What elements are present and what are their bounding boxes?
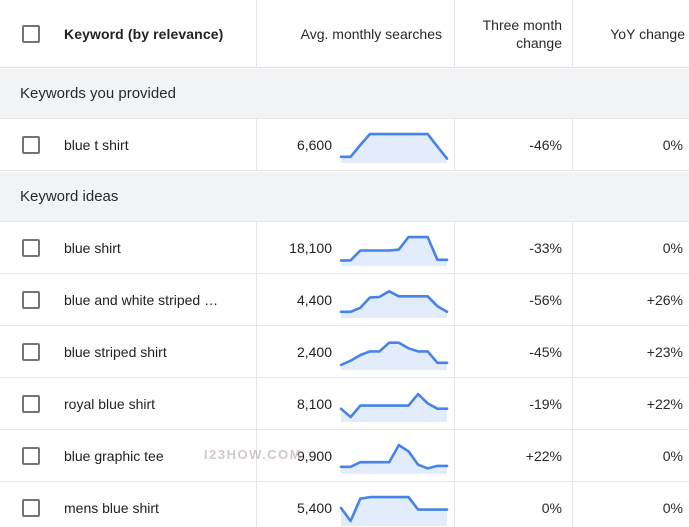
yoy-change-cell: +22% xyxy=(573,378,689,429)
header-keyword-label: Keyword (by relevance) xyxy=(64,25,224,42)
trend-sparkline xyxy=(339,392,449,422)
row-checkbox[interactable] xyxy=(22,238,40,257)
three-month-change-value: +22% xyxy=(525,447,562,464)
trend-sparkline xyxy=(339,132,449,163)
row-checkbox[interactable] xyxy=(22,290,40,309)
trend-sparkline xyxy=(339,443,449,474)
avg-monthly-searches-cell: 6,600 xyxy=(257,119,455,170)
three-month-change-cell: -56% xyxy=(455,274,573,325)
keyword-text[interactable]: blue striped shirt xyxy=(64,343,167,360)
header-cell-three-month-change[interactable]: Three month change xyxy=(455,0,573,67)
row-checkbox[interactable] xyxy=(22,135,40,154)
header-cell-avg-monthly-searches[interactable]: Avg. monthly searches xyxy=(257,0,455,67)
keyword-cell: blue striped shirt xyxy=(0,326,257,377)
yoy-change-value: 0% xyxy=(662,239,683,256)
row-checkbox[interactable] xyxy=(22,394,40,413)
three-month-change-value: -19% xyxy=(529,395,562,412)
yoy-change-cell: +26% xyxy=(573,274,689,325)
table-header-row: Keyword (by relevance) Avg. monthly sear… xyxy=(0,0,689,68)
section-header-keywords-you-provided: Keywords you provided xyxy=(0,68,689,119)
three-month-change-cell: 0% xyxy=(455,482,573,527)
table-row: blue graphic tee 9,900 +22% 0% xyxy=(0,430,689,482)
keyword-text[interactable]: blue graphic tee xyxy=(64,447,164,464)
section-label: Keywords you provided xyxy=(20,85,176,102)
select-all-checkbox[interactable] xyxy=(22,24,40,43)
table-row: blue shirt 18,100 -33% 0% xyxy=(0,222,689,274)
table-row: blue t shirt 6,600 -46% 0% xyxy=(0,119,689,171)
row-checkbox[interactable] xyxy=(22,342,40,361)
keyword-text[interactable]: royal blue shirt xyxy=(64,395,156,412)
three-month-change-value: -45% xyxy=(529,343,562,360)
avg-monthly-searches-cell: 18,100 xyxy=(257,222,455,273)
yoy-change-cell: 0% xyxy=(573,222,689,273)
keyword-cell: mens blue shirt xyxy=(0,482,257,527)
yoy-change-cell: 0% xyxy=(573,430,689,481)
header-cell-keyword: Keyword (by relevance) xyxy=(0,0,257,67)
search-volume: 5,400 xyxy=(296,499,332,516)
keyword-text[interactable]: mens blue shirt xyxy=(64,499,159,516)
keyword-text[interactable]: blue shirt xyxy=(64,239,121,256)
search-volume: 4,400 xyxy=(296,291,332,308)
three-month-change-cell: -19% xyxy=(455,378,573,429)
yoy-change-value: 0% xyxy=(662,447,683,464)
three-month-change-cell: -45% xyxy=(455,326,573,377)
avg-monthly-searches-cell: 8,100 xyxy=(257,378,455,429)
header-cell-yoy-change[interactable]: YoY change xyxy=(573,0,689,67)
avg-monthly-searches-cell: 4,400 xyxy=(257,274,455,325)
keyword-text[interactable]: blue t shirt xyxy=(64,136,129,153)
keyword-cell: blue and white striped sh… xyxy=(0,274,257,325)
table-row: royal blue shirt 8,100 -19% +22% xyxy=(0,378,689,430)
header-yoy-label: YoY change xyxy=(610,25,685,42)
keyword-cell: blue graphic tee xyxy=(0,430,257,481)
trend-sparkline xyxy=(339,235,449,266)
three-month-change-value: -46% xyxy=(529,136,562,153)
header-three-month-label: Three month change xyxy=(482,16,562,51)
row-checkbox[interactable] xyxy=(22,446,40,465)
yoy-change-cell: 0% xyxy=(573,482,689,527)
search-volume: 6,600 xyxy=(296,136,332,153)
yoy-change-value: 0% xyxy=(662,499,683,516)
keyword-text[interactable]: blue and white striped sh… xyxy=(64,291,224,308)
table-row: blue striped shirt 2,400 -45% +23% xyxy=(0,326,689,378)
three-month-change-value: -33% xyxy=(529,239,562,256)
avg-monthly-searches-cell: 9,900 xyxy=(257,430,455,481)
keyword-cell: blue t shirt xyxy=(0,119,257,170)
keyword-cell: royal blue shirt xyxy=(0,378,257,429)
three-month-change-value: -56% xyxy=(529,291,562,308)
three-month-change-cell: +22% xyxy=(455,430,573,481)
yoy-change-value: +23% xyxy=(646,343,683,360)
search-volume: 8,100 xyxy=(296,395,332,412)
row-checkbox[interactable] xyxy=(22,498,40,517)
section-header-keyword-ideas: Keyword ideas xyxy=(0,171,689,222)
three-month-change-value: 0% xyxy=(541,499,562,516)
header-avg-label: Avg. monthly searches xyxy=(300,25,442,42)
yoy-change-cell: +23% xyxy=(573,326,689,377)
three-month-change-cell: -46% xyxy=(455,119,573,170)
search-volume: 2,400 xyxy=(296,343,332,360)
avg-monthly-searches-cell: 5,400 xyxy=(257,482,455,527)
table-body: Keywords you provided blue t shirt 6,600 -4… xyxy=(0,68,689,527)
yoy-change-value: +22% xyxy=(646,395,683,412)
search-volume: 18,100 xyxy=(289,239,332,256)
avg-monthly-searches-cell: 2,400 xyxy=(257,326,455,377)
keyword-cell: blue shirt xyxy=(0,222,257,273)
table-row: mens blue shirt 5,400 0% 0% xyxy=(0,482,689,527)
trend-sparkline xyxy=(339,340,449,370)
trend-sparkline xyxy=(339,495,449,526)
yoy-change-value: 0% xyxy=(662,136,683,153)
yoy-change-value: +26% xyxy=(646,291,683,308)
table-row: blue and white striped sh… 4,400 -56% +26% xyxy=(0,274,689,326)
search-volume: 9,900 xyxy=(296,447,332,464)
yoy-change-cell: 0% xyxy=(573,119,689,170)
three-month-change-cell: -33% xyxy=(455,222,573,273)
trend-sparkline xyxy=(339,289,449,318)
section-label: Keyword ideas xyxy=(20,188,119,205)
